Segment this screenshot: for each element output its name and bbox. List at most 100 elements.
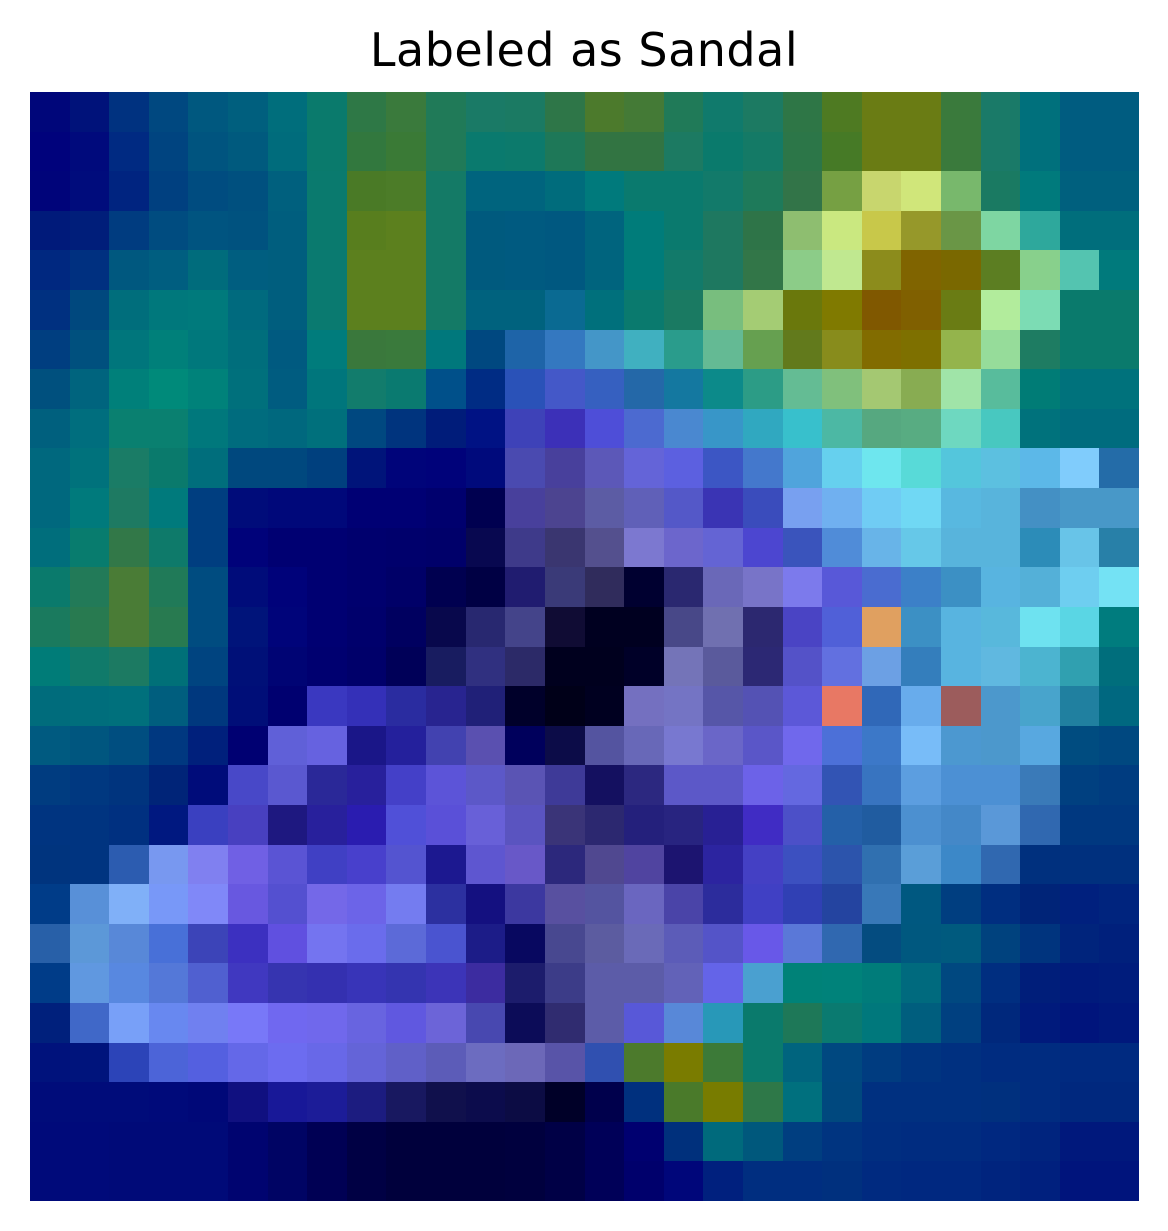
heatmap-pixel <box>346 250 387 291</box>
heatmap-pixel <box>69 804 110 845</box>
heatmap-pixel <box>822 488 862 528</box>
heatmap-pixel <box>109 1002 149 1043</box>
heatmap-pixel <box>307 646 347 687</box>
heatmap-pixel <box>940 1121 981 1162</box>
heatmap-pixel <box>901 448 941 489</box>
heatmap-pixel <box>465 171 506 211</box>
heatmap-pixel <box>624 92 664 132</box>
heatmap-pixel <box>346 765 387 805</box>
heatmap-pixel <box>426 725 466 766</box>
heatmap-pixel <box>703 1082 743 1122</box>
heatmap-pixel <box>267 686 308 726</box>
heatmap-pixel <box>663 1161 704 1201</box>
heatmap-pixel <box>148 606 189 647</box>
heatmap-pixel <box>742 210 783 251</box>
heatmap-pixel <box>624 963 664 1003</box>
heatmap-pixel <box>980 329 1021 370</box>
heatmap-pixel <box>663 646 704 687</box>
heatmap-pixel <box>505 804 545 845</box>
heatmap-pixel <box>426 527 466 568</box>
heatmap-pixel <box>782 606 823 647</box>
heatmap-pixel <box>465 963 506 1003</box>
heatmap-pixel <box>544 171 585 211</box>
heatmap-pixel <box>465 527 506 568</box>
heatmap-pixel <box>861 923 902 964</box>
heatmap-pixel <box>624 527 664 568</box>
heatmap-pixel <box>624 369 664 409</box>
heatmap-pixel <box>1099 606 1139 647</box>
heatmap-pixel <box>1020 369 1060 409</box>
heatmap-pixel <box>386 1002 427 1043</box>
heatmap-pixel <box>1099 131 1139 172</box>
heatmap-pixel <box>782 1002 823 1043</box>
heatmap-pixel <box>624 884 664 924</box>
heatmap-pixel <box>30 369 70 409</box>
heatmap-pixel <box>505 408 545 449</box>
heatmap-pixel <box>782 646 823 687</box>
heatmap-pixel <box>109 210 149 251</box>
heatmap-pixel <box>228 92 268 132</box>
heatmap-pixel <box>69 329 110 370</box>
heatmap-pixel <box>584 171 625 211</box>
heatmap-pixel <box>188 686 229 726</box>
heatmap-pixel <box>505 131 545 172</box>
heatmap-pixel <box>267 1082 308 1122</box>
heatmap-pixel <box>267 804 308 845</box>
heatmap-pixel <box>386 1121 427 1162</box>
heatmap-pixel <box>148 765 189 805</box>
heatmap-pixel <box>861 686 902 726</box>
heatmap-pixel <box>742 369 783 409</box>
heatmap-pixel <box>980 765 1021 805</box>
heatmap-pixel <box>940 804 981 845</box>
heatmap-pixel <box>228 250 268 291</box>
heatmap-pixel <box>544 131 585 172</box>
heatmap-pixel <box>30 210 70 251</box>
heatmap-pixel <box>346 1082 387 1122</box>
heatmap-pixel <box>148 250 189 291</box>
heatmap-pixel <box>228 646 268 687</box>
heatmap-pixel <box>346 329 387 370</box>
heatmap-pixel <box>940 527 981 568</box>
heatmap-pixel <box>703 1002 743 1043</box>
heatmap-pixel <box>742 686 783 726</box>
heatmap-pixel <box>1099 844 1139 885</box>
heatmap-pixel <box>742 923 783 964</box>
heatmap-pixel <box>465 725 506 766</box>
heatmap-pixel <box>148 725 189 766</box>
heatmap-pixel <box>346 804 387 845</box>
heatmap-pixel <box>703 1042 743 1083</box>
heatmap-pixel <box>346 884 387 924</box>
heatmap-pixel <box>742 765 783 805</box>
heatmap-pixel <box>1020 527 1060 568</box>
heatmap-pixel <box>188 290 229 330</box>
heatmap-pixel <box>861 171 902 211</box>
heatmap-pixel <box>267 884 308 924</box>
heatmap-pixel <box>980 844 1021 885</box>
heatmap-pixel <box>386 527 427 568</box>
heatmap-pixel <box>426 210 466 251</box>
heatmap-pixel <box>426 171 466 211</box>
heatmap-pixel <box>742 804 783 845</box>
heatmap-pixel <box>148 567 189 607</box>
heatmap-pixel <box>544 210 585 251</box>
heatmap-pixel <box>346 606 387 647</box>
heatmap-pixel <box>1059 923 1100 964</box>
heatmap-pixel <box>386 250 427 291</box>
heatmap-pixel <box>544 567 585 607</box>
heatmap-pixel <box>1059 448 1100 489</box>
heatmap-pixel <box>742 884 783 924</box>
heatmap-pixel <box>228 765 268 805</box>
heatmap-pixel <box>505 488 545 528</box>
heatmap-pixel <box>544 884 585 924</box>
heatmap-pixel <box>307 844 347 885</box>
heatmap-pixel <box>940 329 981 370</box>
heatmap-pixel <box>822 527 862 568</box>
heatmap-pixel <box>901 646 941 687</box>
heatmap-pixel <box>861 844 902 885</box>
heatmap-pixel <box>980 131 1021 172</box>
heatmap-pixel <box>624 290 664 330</box>
heatmap-pixel <box>307 606 347 647</box>
heatmap-pixel <box>30 527 70 568</box>
heatmap-pixel <box>267 448 308 489</box>
heatmap-pixel <box>386 884 427 924</box>
